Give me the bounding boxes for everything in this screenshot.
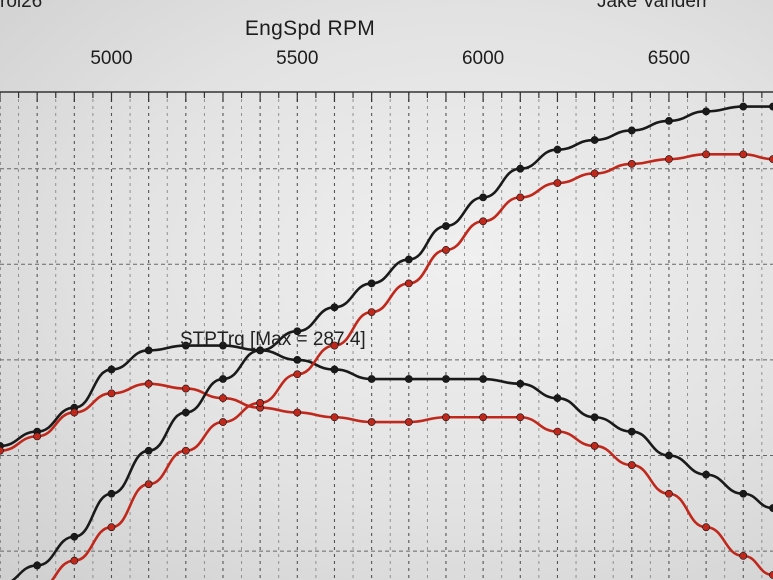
- data-point: [181, 408, 190, 417]
- series-line: [10, 105, 773, 580]
- data-point: [702, 470, 711, 479]
- data-point: [367, 375, 376, 383]
- data-point: [442, 222, 450, 230]
- data-point: [219, 375, 227, 383]
- data-point: [516, 379, 525, 388]
- x-axis-title: EngSpd RPM: [244, 17, 376, 40]
- data-point: [144, 480, 153, 489]
- data-point: [665, 451, 673, 460]
- data-point: [181, 341, 190, 350]
- data-point: [739, 102, 748, 111]
- data-point: [590, 413, 599, 422]
- data-point: [293, 370, 302, 379]
- data-point: [181, 446, 190, 455]
- data-point: [107, 389, 116, 398]
- data-point: [516, 193, 525, 202]
- data-point: [256, 346, 265, 355]
- data-point: [70, 556, 79, 565]
- data-point: [0, 446, 4, 455]
- data-point: [256, 399, 265, 407]
- data-point: [553, 427, 562, 436]
- data-point: [665, 117, 673, 125]
- data-point: [219, 418, 227, 426]
- data-point: [330, 303, 339, 312]
- data-point: [442, 246, 450, 254]
- data-point: [330, 413, 339, 422]
- data-point: [404, 255, 413, 264]
- data-point: [479, 193, 488, 202]
- data-point: [479, 375, 488, 383]
- header-left-text: rol26: [0, 0, 43, 12]
- data-point: [516, 164, 525, 173]
- data-point: [590, 136, 599, 144]
- data-point: [367, 279, 376, 288]
- data-point: [404, 279, 413, 288]
- data-point: [442, 413, 450, 422]
- data-point: [702, 150, 711, 159]
- data-point: [293, 355, 302, 364]
- x-tick-label: 6000: [462, 48, 504, 69]
- data-point: [769, 102, 773, 111]
- data-point: [404, 418, 413, 426]
- data-point: [219, 394, 227, 403]
- data-point: [70, 408, 79, 417]
- data-point: [553, 394, 562, 403]
- data-point: [702, 523, 711, 532]
- series-line: [0, 344, 773, 510]
- data-point: [367, 308, 376, 316]
- data-point: [590, 169, 599, 178]
- x-tick-label: 5500: [276, 48, 318, 69]
- data-point: [590, 442, 599, 450]
- data-point: [553, 145, 562, 154]
- data-point: [293, 408, 302, 417]
- data-point: [144, 446, 153, 455]
- data-point: [33, 432, 42, 441]
- data-point: [739, 150, 748, 159]
- data-point: [330, 341, 339, 350]
- data-point: [33, 561, 42, 570]
- data-point: [107, 365, 116, 374]
- data-point: [665, 489, 673, 498]
- data-point: [739, 551, 748, 560]
- data-point: [627, 160, 636, 168]
- max-annotation: STPTrq [Max = 287.4]: [180, 329, 366, 350]
- data-point: [442, 375, 450, 383]
- data-point: [739, 489, 748, 498]
- data-point: [769, 155, 773, 164]
- data-point: [553, 179, 562, 187]
- data-point: [144, 379, 153, 388]
- series-line: [0, 382, 773, 577]
- series-line: [50, 153, 773, 580]
- data-point: [367, 418, 376, 426]
- data-point: [516, 413, 525, 422]
- x-tick-label: 5000: [90, 48, 132, 69]
- data-point: [330, 365, 339, 374]
- header-right-text: Jake Vanderr: [597, 0, 709, 12]
- data-point: [404, 375, 413, 383]
- data-point: [627, 427, 636, 436]
- data-point: [107, 523, 116, 532]
- data-point: [702, 107, 711, 116]
- data-point: [665, 155, 673, 164]
- data-point: [293, 327, 302, 336]
- data-point: [70, 532, 79, 541]
- data-point: [144, 346, 153, 355]
- data-point: [479, 413, 488, 422]
- data-point: [627, 126, 636, 135]
- data-point: [627, 461, 636, 469]
- data-point: [107, 489, 116, 498]
- data-point: [479, 217, 488, 226]
- data-point: [769, 504, 773, 512]
- data-point: [769, 571, 773, 579]
- x-tick-label: 6500: [648, 48, 690, 69]
- data-point: [181, 384, 190, 393]
- data-point: [219, 341, 227, 350]
